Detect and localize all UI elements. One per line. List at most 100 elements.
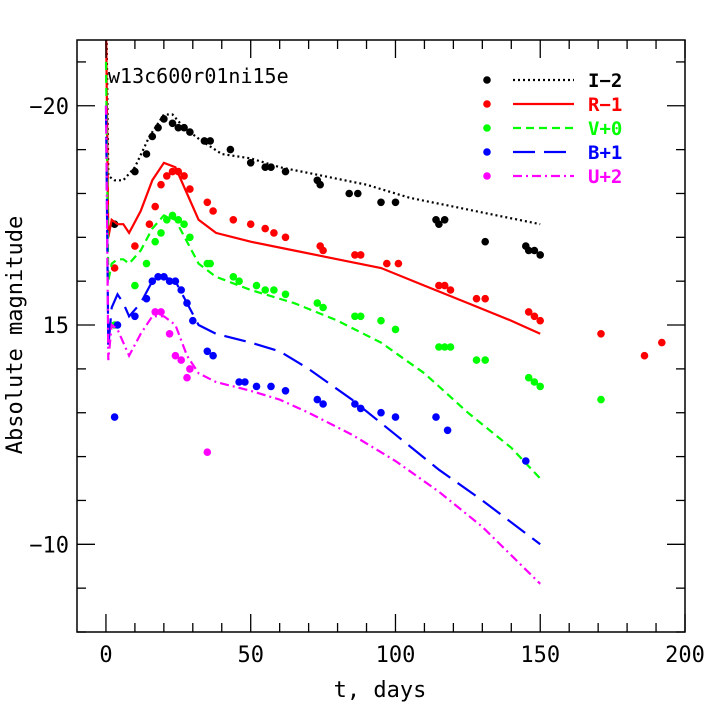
data-point-i — [154, 123, 162, 132]
data-point-v — [174, 216, 183, 224]
data-point-i — [354, 189, 362, 198]
y-tick-label: −20 — [29, 95, 69, 120]
data-point-b — [154, 273, 162, 281]
x-tick-label: 100 — [376, 643, 416, 668]
plot-frame — [76, 39, 686, 633]
model-label: w13c600r01ni15e — [108, 64, 289, 88]
data-point-v — [440, 343, 449, 351]
data-point-v — [168, 211, 177, 220]
data-point-v — [252, 281, 261, 290]
legend-marker-r — [483, 100, 491, 108]
data-point-i — [261, 163, 270, 171]
data-point-b — [235, 378, 243, 386]
data-point-v — [435, 343, 443, 351]
data-point-r — [640, 351, 649, 360]
data-point-u — [183, 373, 191, 382]
data-point-i — [391, 198, 400, 207]
data-point-r — [270, 229, 278, 237]
data-point-v — [391, 325, 400, 334]
x-tick-label: 150 — [520, 643, 560, 668]
data-point-b — [522, 457, 530, 465]
data-point-v — [261, 286, 270, 294]
x-tick-label: 50 — [237, 643, 264, 668]
data-point-i — [131, 167, 139, 176]
data-point-i — [206, 137, 214, 145]
data-point-v — [142, 259, 151, 268]
data-point-b — [252, 382, 261, 391]
data-point-r — [174, 167, 183, 176]
data-point-v — [206, 259, 214, 268]
model-curve-r — [105, 40, 541, 335]
data-point-u — [157, 308, 165, 316]
data-point-v — [356, 312, 365, 321]
data-point-r — [180, 172, 188, 180]
data-point-i — [524, 246, 533, 255]
data-point-v — [180, 220, 188, 228]
data-point-u — [186, 365, 194, 373]
data-point-v — [446, 343, 455, 351]
data-point-i — [226, 145, 235, 154]
data-point-b — [183, 299, 191, 307]
data-point-b — [351, 400, 359, 408]
x-tick-label: 0 — [99, 643, 112, 668]
data-point-u — [165, 330, 174, 338]
data-point-r — [209, 207, 217, 215]
data-point-r — [281, 233, 290, 242]
legend-marker-b — [483, 148, 491, 156]
data-point-r — [157, 180, 165, 189]
data-point-b — [443, 426, 452, 435]
data-point-r — [383, 259, 391, 268]
data-point-r — [524, 308, 533, 316]
data-point-r — [145, 220, 154, 228]
data-point-r — [186, 185, 194, 193]
data-point-i — [174, 123, 183, 132]
data-point-v — [131, 281, 139, 290]
data-point-i — [316, 180, 325, 189]
data-point-b — [313, 395, 322, 404]
data-point-b — [391, 413, 400, 421]
data-point-b — [131, 312, 139, 321]
data-point-b — [319, 400, 327, 408]
data-point-i — [440, 216, 449, 224]
data-point-r — [658, 338, 666, 347]
data-point-v — [151, 237, 159, 246]
data-point-b — [177, 286, 185, 294]
data-point-r — [446, 286, 455, 294]
y-tick-label: −10 — [29, 533, 69, 558]
data-point-b — [160, 273, 168, 281]
data-point-b — [267, 382, 275, 391]
data-point-b — [209, 351, 217, 360]
data-point-v — [313, 299, 322, 307]
data-point-v — [281, 290, 290, 299]
y-tick-label: 15 — [43, 314, 70, 339]
data-point-i — [186, 128, 194, 136]
legend-label-v: V+0 — [588, 118, 622, 140]
data-point-r — [351, 251, 359, 259]
data-point-u — [177, 356, 185, 364]
data-point-v — [235, 277, 243, 286]
data-point-b — [241, 378, 249, 386]
data-point-v — [270, 286, 278, 294]
data-point-r — [536, 316, 544, 325]
data-point-r — [168, 167, 177, 176]
data-point-b — [142, 294, 151, 303]
data-point-r — [356, 251, 365, 259]
y-axis-label: Absolute magnitude — [3, 216, 28, 454]
data-point-i — [435, 220, 443, 228]
legend-label-i: I−2 — [588, 70, 622, 92]
data-point-u — [171, 351, 180, 360]
data-point-r — [530, 312, 539, 321]
data-point-i — [148, 132, 157, 141]
data-point-r — [229, 216, 238, 224]
data-point-r — [481, 294, 490, 303]
data-point-v — [377, 316, 385, 325]
data-point-i — [168, 119, 177, 128]
data-point-i — [160, 115, 168, 123]
data-point-b — [356, 404, 365, 413]
data-point-b — [189, 316, 197, 325]
data-point-r — [319, 246, 327, 255]
data-point-b — [281, 387, 290, 395]
data-point-i — [345, 189, 354, 198]
data-point-i — [481, 237, 490, 246]
